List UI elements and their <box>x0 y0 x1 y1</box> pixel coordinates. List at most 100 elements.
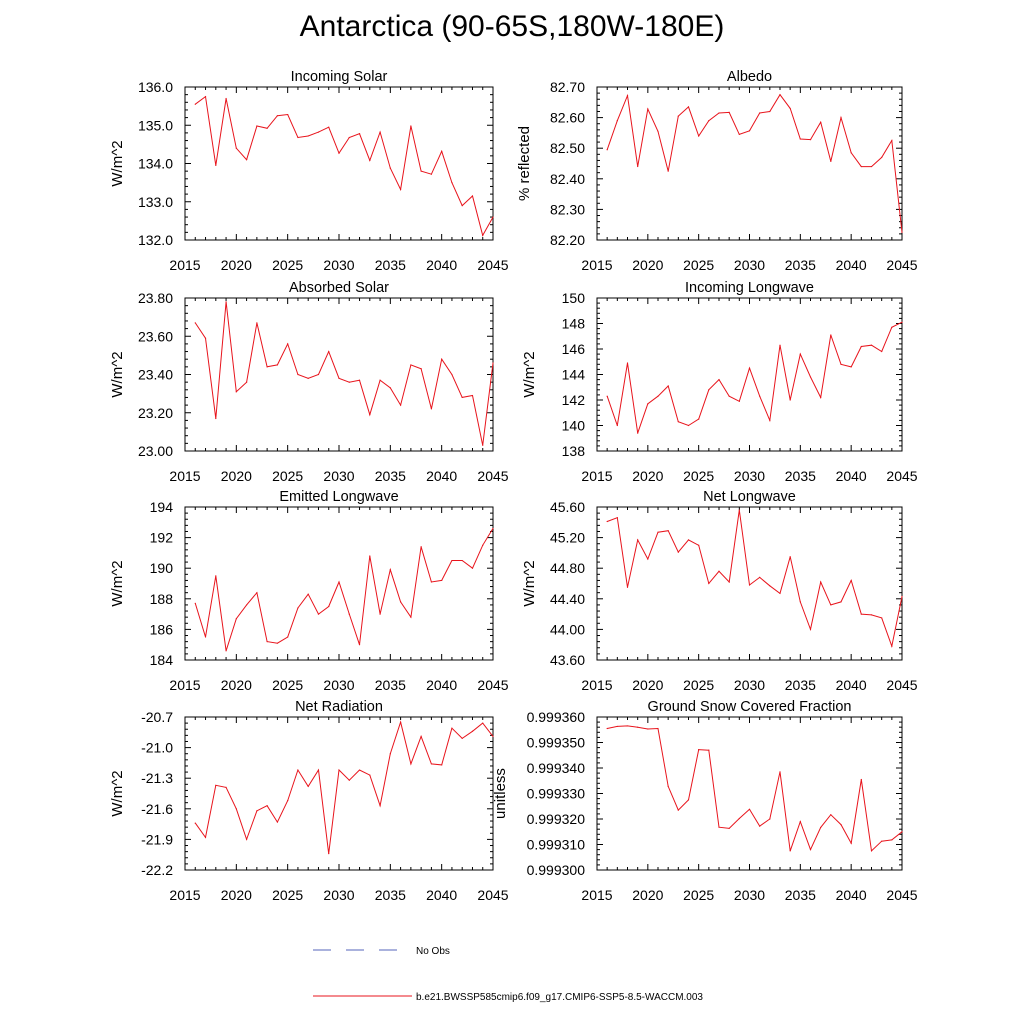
data-point <box>317 613 320 615</box>
data-point <box>759 395 761 397</box>
data-point <box>616 517 618 519</box>
data-point <box>276 115 278 117</box>
series-line <box>606 321 903 434</box>
data-point <box>698 135 700 137</box>
x-tick-label: 2015 <box>581 677 612 693</box>
data-point <box>769 419 771 421</box>
panel-title: Incoming Longwave <box>685 280 814 296</box>
data-point <box>708 120 710 122</box>
x-tick-label: 2045 <box>886 468 917 484</box>
x-tick-label: 2020 <box>221 887 252 903</box>
y-tick-label: -20.7 <box>141 709 173 725</box>
x-tick-label: 2035 <box>785 677 816 693</box>
data-point <box>451 559 453 562</box>
y-tick-label: 148 <box>562 316 586 332</box>
y-tick-label: 0.999350 <box>527 735 586 751</box>
data-point <box>338 581 340 583</box>
data-point <box>420 170 422 172</box>
data-point <box>430 581 432 583</box>
x-tick-label: 2020 <box>221 677 252 693</box>
y-tick-label: 138 <box>562 443 586 459</box>
data-point <box>328 126 330 128</box>
data-point <box>194 322 196 324</box>
x-tick-label: 2045 <box>477 677 508 693</box>
data-point <box>779 592 781 595</box>
data-point <box>891 645 893 647</box>
panel-incoming-solar: 2015 2020 2025 2030 2035 2040 2045 132.0 133.0 13… <box>109 69 509 273</box>
x-tick-label: 2045 <box>886 677 917 693</box>
data-point <box>748 367 751 369</box>
x-tick-label: 2045 <box>886 887 917 903</box>
figure-title: Antarctica (90-65S,180W-180E) <box>299 10 725 43</box>
y-axis-label: W/m^2 <box>521 560 538 606</box>
y-tick-label: 82.50 <box>550 140 585 156</box>
data-point <box>256 592 258 594</box>
panel-title: Absorbed Solar <box>289 280 389 296</box>
data-point <box>748 584 751 586</box>
data-point <box>667 785 669 787</box>
x-tick-label: 2025 <box>272 468 303 484</box>
panel-albedo: 2015 2020 2025 2030 2035 2040 2045 82.20 82.30 82… <box>516 69 918 273</box>
data-point <box>657 395 659 397</box>
data-point <box>860 165 862 168</box>
x-tick-label: 2015 <box>581 257 612 273</box>
data-point <box>348 613 350 615</box>
data-point <box>637 539 639 541</box>
panel-emitted-longwave: 2015 2020 2025 2030 2035 2040 2045 184 186 188 190… <box>109 489 509 693</box>
x-tick-label: 2045 <box>477 468 508 484</box>
data-point <box>358 769 361 771</box>
data-point <box>471 195 474 197</box>
data-point <box>266 805 268 807</box>
data-point <box>820 396 822 399</box>
x-tick-label: 2025 <box>272 257 303 273</box>
data-point <box>748 808 751 810</box>
y-tick-label: -21.0 <box>141 740 173 756</box>
data-point <box>492 735 494 737</box>
data-point <box>850 152 852 154</box>
plot-frame <box>596 297 903 452</box>
data-point <box>698 418 700 420</box>
data-point <box>789 850 791 852</box>
data-point <box>369 555 371 557</box>
y-tick-label: 44.80 <box>550 560 585 576</box>
data-point <box>369 414 371 416</box>
x-tick-label: 2015 <box>581 887 612 903</box>
data-point <box>194 602 196 604</box>
data-point <box>606 727 608 730</box>
x-tick-label: 2030 <box>734 468 765 484</box>
y-tick-label: 186 <box>150 621 174 637</box>
series-line <box>607 510 903 649</box>
x-tick-label: 2015 <box>169 468 200 484</box>
data-point <box>647 558 649 560</box>
data-point <box>461 559 463 562</box>
data-point <box>799 353 801 355</box>
data-point <box>441 764 443 766</box>
data-point <box>830 160 832 162</box>
data-point <box>410 763 412 765</box>
y-axis-label: W/m^2 <box>109 140 126 186</box>
panel-ground-snow-covered-fraction: 2015 2020 2025 2030 2035 2040 2045 0.999300 0.99… <box>492 699 918 903</box>
data-point <box>626 94 629 97</box>
data-point <box>738 509 740 511</box>
series-line <box>606 93 903 233</box>
data-point <box>830 334 832 336</box>
data-point <box>901 831 903 833</box>
data-point <box>677 421 679 423</box>
data-point <box>728 827 730 830</box>
panel-absorbed-solar: 2015 2020 2025 2030 2035 2040 2045 23.00 23.20 23… <box>109 280 509 484</box>
data-point <box>215 575 217 577</box>
data-point <box>461 204 463 207</box>
data-point <box>482 722 484 724</box>
x-tick-label: 2025 <box>683 677 714 693</box>
x-tick-label: 2015 <box>169 887 200 903</box>
y-tick-label: 23.80 <box>138 290 173 306</box>
data-point <box>809 849 812 851</box>
data-point <box>677 115 679 117</box>
data-point <box>616 424 618 427</box>
data-point <box>728 395 730 397</box>
data-point <box>215 417 217 420</box>
data-point <box>647 403 649 405</box>
data-point <box>276 642 278 644</box>
